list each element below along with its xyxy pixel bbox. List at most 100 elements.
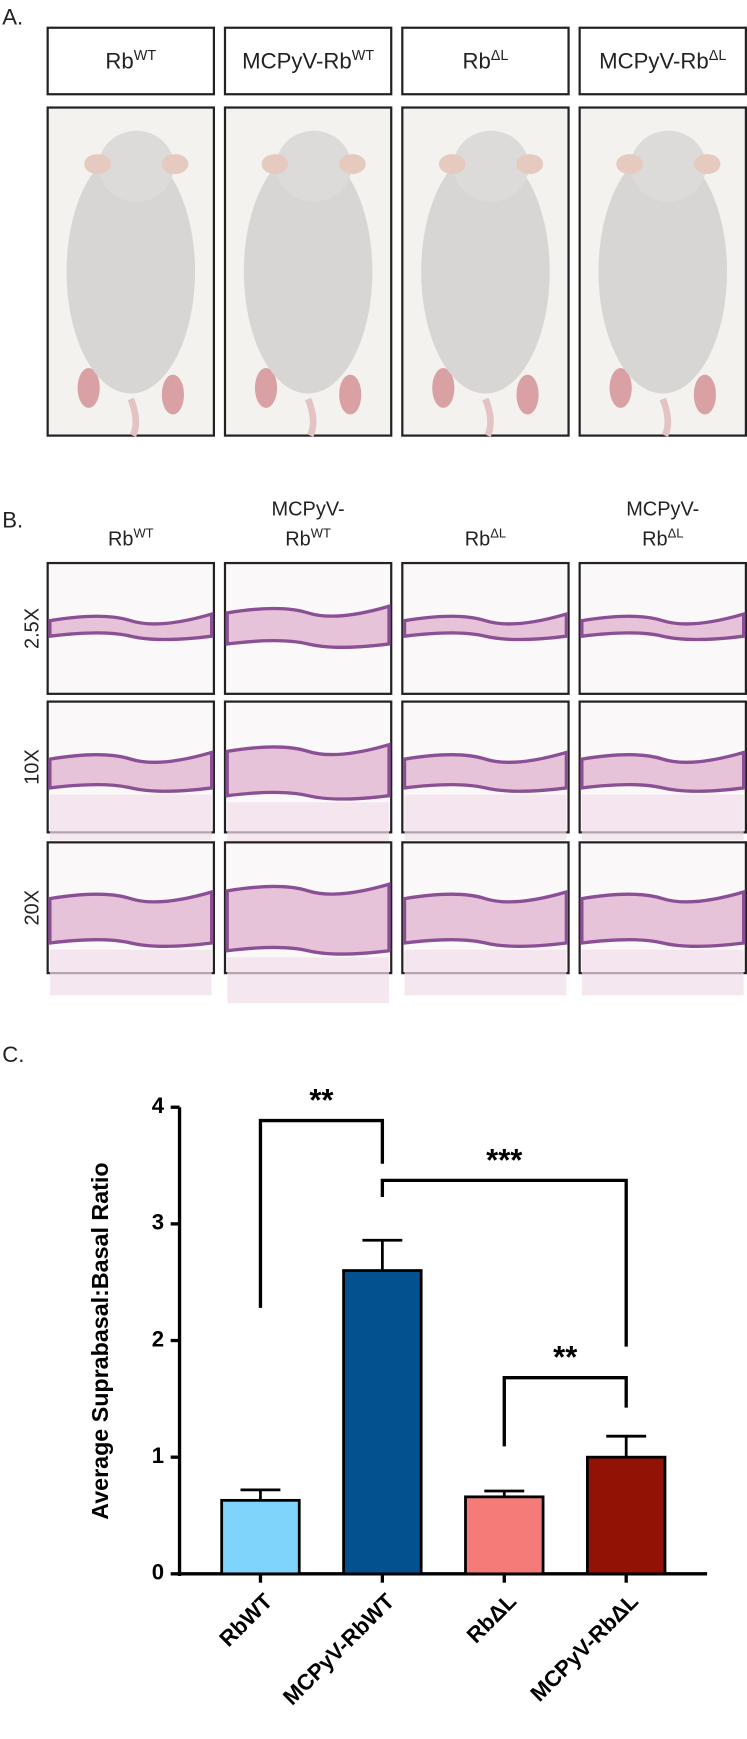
mouse-ear: [616, 154, 643, 175]
bar: [464, 1495, 545, 1576]
mouse-foot: [339, 374, 362, 415]
tissue-deep: [404, 794, 567, 841]
panel-label: C.: [2, 1042, 24, 1067]
row-label: 10X: [22, 749, 44, 784]
mouse-foot: [693, 374, 716, 415]
tissue: [402, 611, 569, 642]
label-prefix: MCPyV-: [242, 49, 323, 74]
tissue: [225, 742, 391, 801]
panel-label: A.: [2, 4, 23, 29]
tissue-deep: [227, 802, 390, 849]
label-base: Rb: [285, 528, 311, 550]
significance-bracket: [380, 1178, 628, 1347]
mouse-foot: [254, 367, 278, 408]
significance-label: **: [309, 1083, 334, 1118]
significance-bracket: [502, 1375, 628, 1447]
label-base: Rb: [323, 49, 351, 74]
tissue: [402, 889, 569, 948]
label-box: [401, 26, 570, 96]
tissue: [48, 611, 214, 642]
mouse-ear: [84, 154, 111, 175]
label-base: Rb: [642, 528, 668, 550]
mouse-head: [630, 130, 706, 202]
column-label: MCPyV-: [272, 498, 345, 520]
significance-label: **: [553, 1340, 578, 1375]
label-sup: WT: [133, 525, 153, 540]
label-base: Rb: [105, 49, 133, 74]
tissue: [225, 604, 391, 649]
y-tick-label: 1: [152, 1443, 164, 1468]
label-sup: ΔL: [490, 525, 506, 540]
column-label: MCPyV-RbWT: [242, 48, 374, 74]
mouse-foot: [161, 374, 184, 415]
tissue-deep: [581, 949, 744, 996]
y-tick-label: 3: [152, 1210, 164, 1235]
column-label: RbWT: [105, 48, 156, 74]
mouse-ear: [339, 154, 366, 175]
mouse-tail: [482, 397, 494, 437]
panel-label: B.: [2, 508, 23, 533]
row-label: 20X: [22, 890, 44, 925]
column-label: RbΔL: [642, 525, 683, 550]
tissue-deep: [49, 794, 212, 841]
tissue: [580, 750, 746, 793]
label-sup: ΔL: [491, 48, 509, 64]
mouse-ear: [161, 154, 189, 175]
label-prefix: MCPyV-: [599, 49, 680, 74]
mouse-foot: [516, 374, 539, 415]
x-tick-label: RbWT: [214, 1588, 277, 1651]
tissue-deep: [49, 949, 212, 996]
mouse-head: [98, 130, 175, 202]
label-sup: ΔL: [709, 48, 727, 64]
row-label: 2.5X: [22, 608, 44, 649]
mouse-body: [243, 149, 373, 394]
label-box: [46, 26, 216, 96]
mouse-ear: [438, 154, 466, 175]
mouse-ear: [516, 154, 544, 175]
tissue: [580, 889, 746, 948]
tissue: [48, 889, 214, 948]
mouse-ear: [693, 154, 721, 175]
label-base: Rb: [680, 49, 708, 74]
column-label: RbΔL: [465, 525, 506, 550]
column-label: MCPyV-RbΔL: [599, 48, 726, 74]
column-label: MCPyV-: [626, 498, 699, 520]
mouse-head: [275, 130, 352, 202]
tissue: [402, 750, 569, 793]
tissue: [225, 882, 391, 956]
mouse-body: [598, 149, 728, 394]
label-base: Rb: [465, 528, 490, 550]
mouse-foot: [609, 367, 632, 408]
column-label: RbWT: [285, 525, 331, 550]
label-sup: WT: [134, 48, 157, 64]
y-tick-label: 2: [152, 1326, 164, 1351]
bar: [220, 1498, 301, 1576]
column-label: RbΔL: [462, 48, 508, 74]
tissue-deep: [227, 957, 390, 1004]
mouse-tail: [305, 397, 317, 437]
x-tick-label: RbΔL: [462, 1589, 521, 1648]
column-label: RbWT: [108, 525, 154, 550]
tissue-deep: [581, 794, 744, 841]
label-box: [223, 26, 393, 96]
mouse-body: [66, 149, 196, 394]
bar: [342, 1269, 423, 1576]
label-box: [578, 26, 747, 96]
mouse-head: [453, 130, 529, 202]
mouse-ear: [261, 154, 289, 175]
mouse-foot: [432, 367, 455, 408]
label-base: Rb: [462, 49, 490, 74]
mouse-body: [421, 149, 550, 394]
label-sup: ΔL: [668, 525, 684, 540]
bar: [586, 1455, 667, 1576]
tissue: [48, 750, 214, 793]
x-tick-label: MCPyV-RbWT: [278, 1588, 400, 1710]
significance-bracket: [258, 1118, 385, 1308]
mouse-foot: [77, 367, 100, 408]
y-axis-label: Average Suprabasal:Basal Ratio: [87, 1162, 113, 1519]
mouse-tail: [659, 397, 672, 437]
y-tick-label: 0: [152, 1560, 164, 1585]
significance-label: ***: [486, 1142, 523, 1177]
